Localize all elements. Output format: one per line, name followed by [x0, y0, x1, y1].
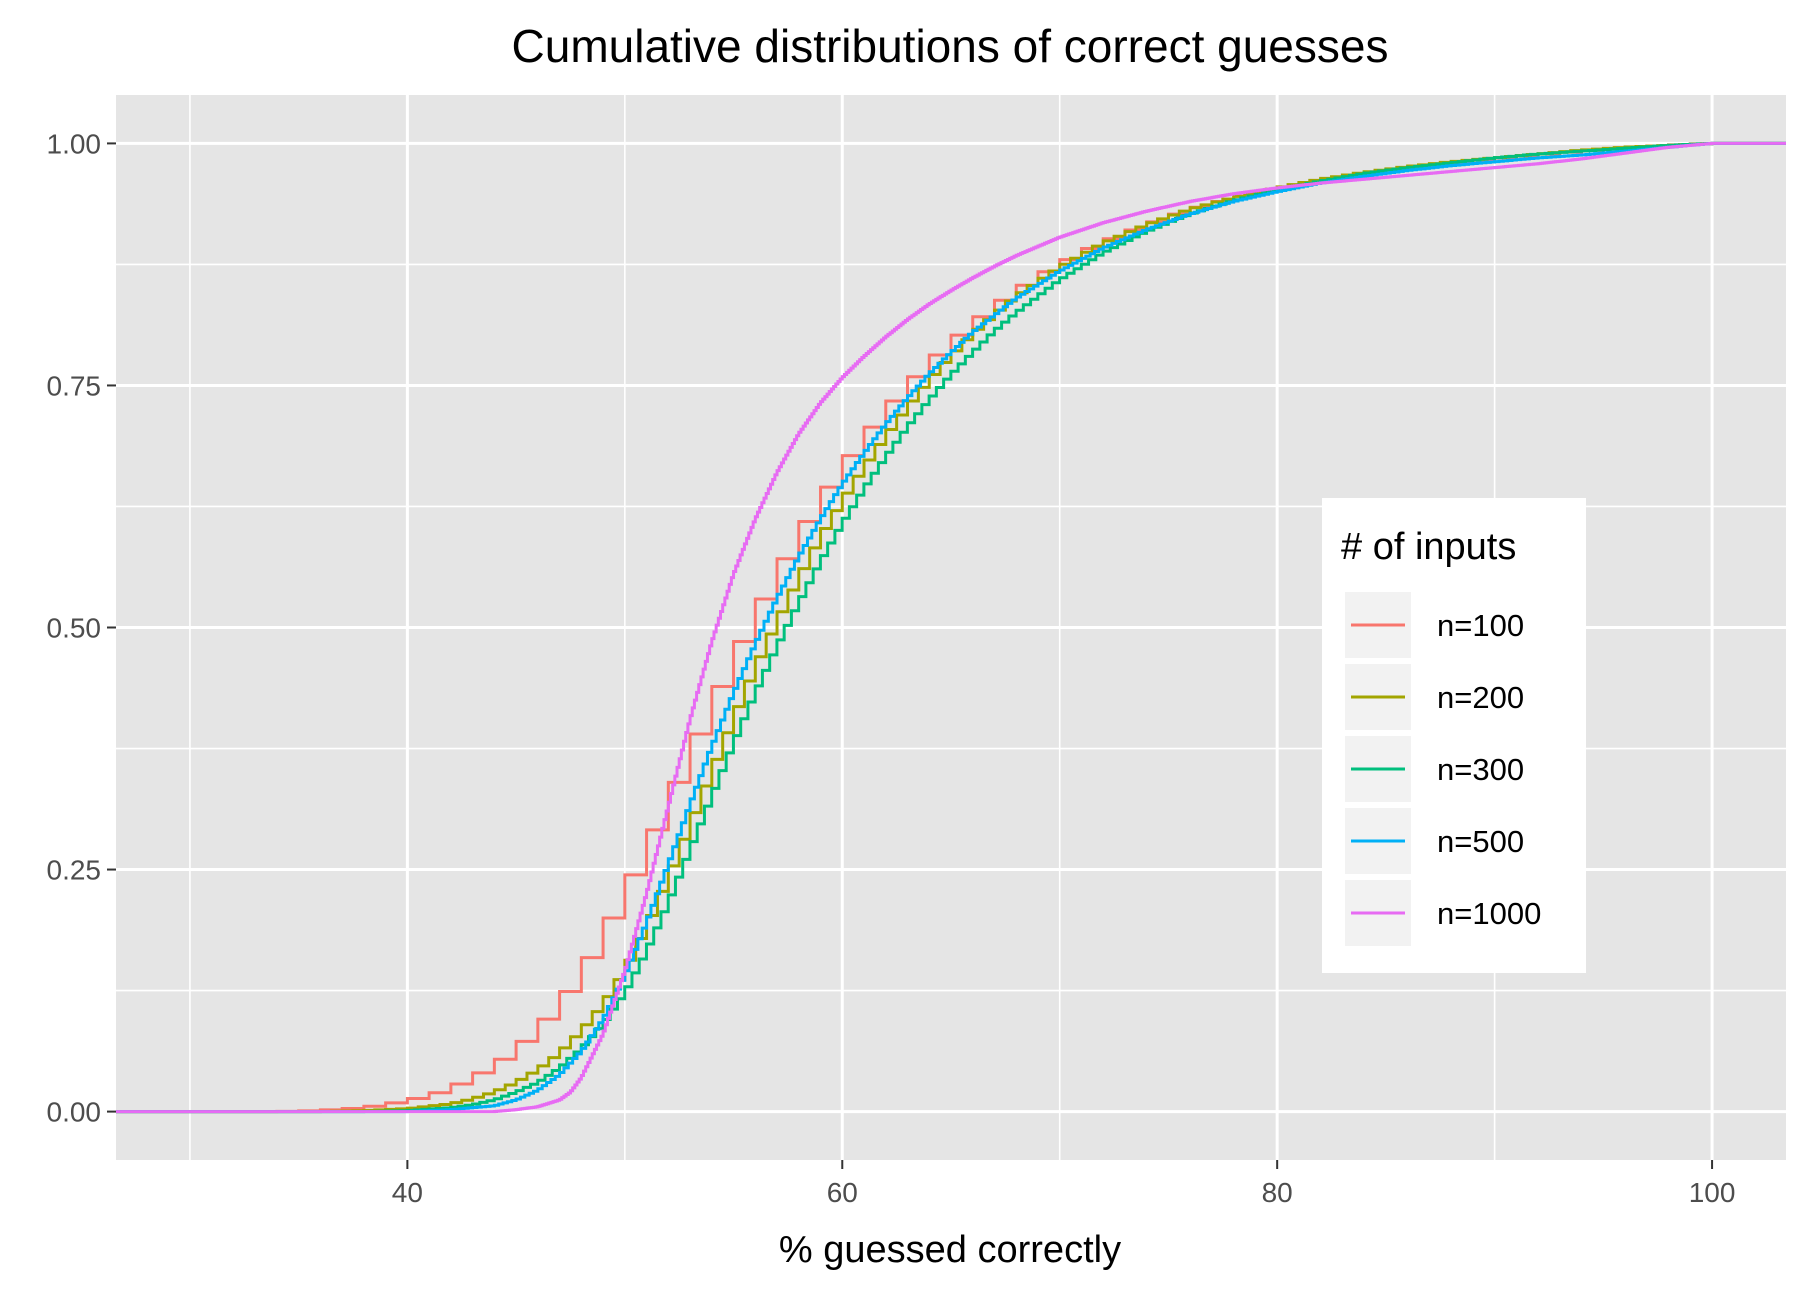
legend: # of inputs n=100 n=200 n=300 n=500 n=1000	[1322, 498, 1586, 973]
x-tick-label: 40	[392, 1177, 423, 1208]
x-axis-title: % guessed correctly	[779, 1229, 1121, 1271]
y-tick-label: 0.00	[47, 1097, 102, 1128]
series-layer	[116, 141, 1786, 1114]
legend-label: n=200	[1437, 680, 1524, 715]
legend-label: n=500	[1437, 824, 1524, 859]
x-tick-label: 60	[827, 1177, 858, 1208]
x-axis: 40 60 80 100	[392, 1160, 1736, 1208]
y-tick-label: 1.00	[47, 128, 102, 159]
series-line	[116, 141, 1786, 1114]
x-tick-label: 100	[1689, 1177, 1736, 1208]
y-tick-label: 0.75	[47, 370, 102, 401]
x-tick-label: 80	[1262, 1177, 1293, 1208]
legend-label: n=300	[1437, 752, 1524, 787]
legend-items: n=100 n=200 n=300 n=500 n=1000	[1345, 592, 1541, 946]
chart-title: Cumulative distributions of correct gues…	[512, 20, 1389, 72]
y-axis: 0.00 0.25 0.50 0.75 1.00	[47, 128, 116, 1128]
legend-title: # of inputs	[1341, 526, 1516, 568]
legend-label: n=100	[1437, 608, 1524, 643]
series-line	[116, 141, 1786, 1114]
legend-label: n=1000	[1437, 896, 1541, 931]
series-line	[116, 141, 1786, 1114]
y-tick-label: 0.25	[47, 855, 102, 886]
y-tick-label: 0.50	[47, 613, 102, 644]
